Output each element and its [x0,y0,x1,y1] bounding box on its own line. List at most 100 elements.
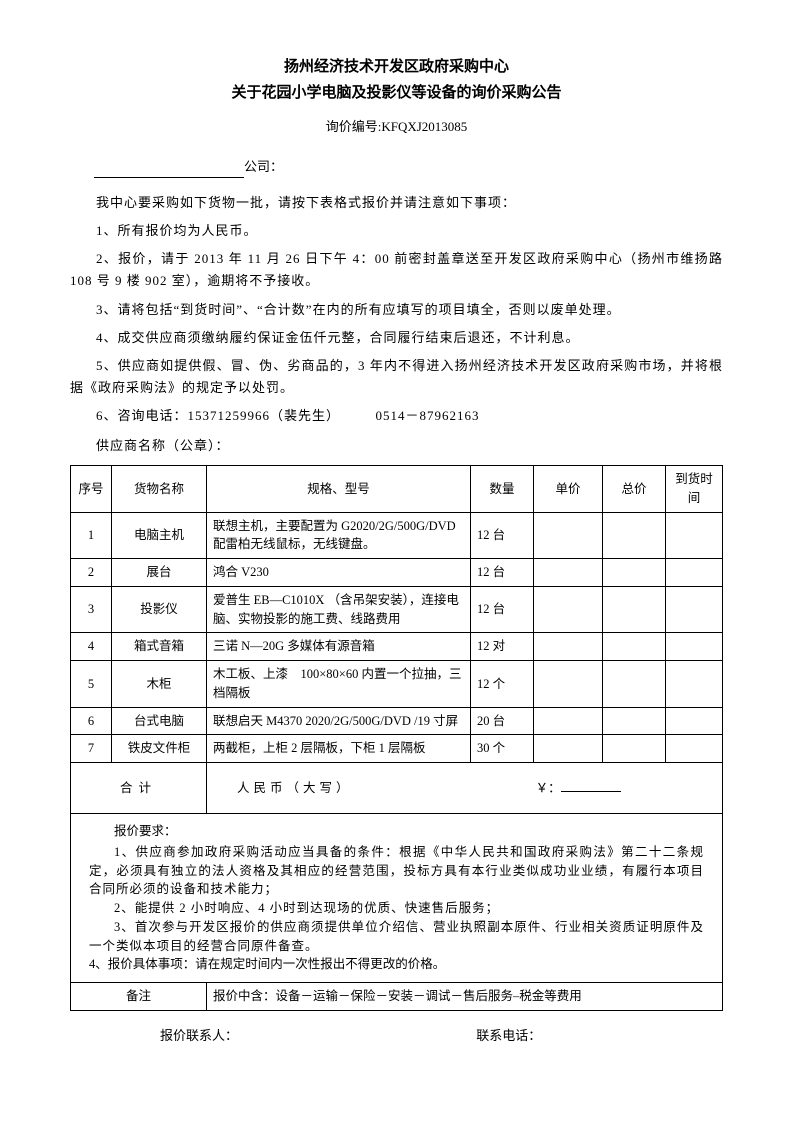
table-row: 5 木柜 木工板、上漆 100×80×60 内置一个拉抽，三档隔板 12 个 [71,661,723,708]
cell-spec: 联想主机，主要配置为 G2020/2G/500G/DVD 配雷柏无线鼠标，无线键… [207,512,471,559]
cell-unit-price[interactable] [534,512,603,559]
table-row: 1 电脑主机 联想主机，主要配置为 G2020/2G/500G/DVD 配雷柏无… [71,512,723,559]
cell-qty: 12 对 [471,633,534,661]
cell-total-price[interactable] [603,735,666,763]
company-blank[interactable] [94,177,244,178]
doc-number: 询价编号:KFQXJ2013085 [70,116,723,138]
cell-delivery[interactable] [666,512,723,559]
cell-total-price[interactable] [603,559,666,587]
cell-name: 铁皮文件柜 [112,735,207,763]
contact-name-label: 报价联系人： [160,1028,238,1043]
sum-cell: 人民币（大写） ￥： [207,763,723,814]
req-item-1: 1、供应商参加政府采购活动应当具备的条件：根据《中华人民共和国政府采购法》第二十… [89,843,704,899]
cell-spec: 鸿合 V230 [207,559,471,587]
cell-name: 箱式音箱 [112,633,207,661]
cell-name: 展台 [112,559,207,587]
note-row: 备注 报价中含：设备－运输－保险－安装－调试－售后服务–税金等费用 [71,983,723,1011]
title-line2: 关于花园小学电脑及投影仪等设备的询价采购公告 [70,81,723,107]
clause-5: 5、供应商如提供假、冒、伪、劣商品的，3 年内不得进入扬州经济技术开发区政府采购… [70,355,723,399]
cell-spec: 爱普生 EB—C1010X （含吊架安装），连接电脑、实物投影的施工费、线路费用 [207,586,471,633]
contact-phone-label: 联系电话： [476,1028,541,1043]
cell-qty: 12 个 [471,661,534,708]
clause-2: 2、报价，请于 2013 年 11 月 26 日下午 4：00 前密封盖章送至开… [70,248,723,292]
cell-seq: 3 [71,586,112,633]
col-qty: 数量 [471,466,534,513]
req-item-2: 2、能提供 2 小时响应、4 小时到达现场的优质、快速售后服务； [89,899,704,918]
sum-y-label: ￥： [536,781,561,795]
company-line: 公司： [94,156,723,178]
clause-4: 4、成交供应商须缴纳履约保证金伍仟元整，合同履行结束后退还，不计利息。 [70,327,723,349]
goods-table: 序号 货物名称 规格、型号 数量 单价 总价 到货时间 1 电脑主机 联想主机，… [70,465,723,1011]
note-content: 报价中含：设备－运输－保险－安装－调试－售后服务–税金等费用 [207,983,723,1011]
cell-unit-price[interactable] [534,707,603,735]
note-label: 备注 [71,983,207,1011]
cell-qty: 20 台 [471,707,534,735]
cell-delivery[interactable] [666,707,723,735]
sum-row: 合计 人民币（大写） ￥： [71,763,723,814]
sum-label: 合计 [71,763,207,814]
intro: 我中心要采购如下货物一批，请按下表格式报价并请注意如下事项： [70,192,723,214]
cell-total-price[interactable] [603,661,666,708]
cell-spec: 三诺 N—20G 多媒体有源音箱 [207,633,471,661]
table-row: 4 箱式音箱 三诺 N—20G 多媒体有源音箱 12 对 [71,633,723,661]
cell-seq: 6 [71,707,112,735]
footer: 报价联系人： 联系电话： [70,1025,723,1047]
table-row: 7 铁皮文件柜 两截柜，上柜 2 层隔板，下柜 1 层隔板 30 个 [71,735,723,763]
cell-spec: 联想启天 M4370 2020/2G/500G/DVD /19 寸屏 [207,707,471,735]
cell-qty: 30 个 [471,735,534,763]
requirements-cell: 报价要求： 1、供应商参加政府采购活动应当具备的条件：根据《中华人民共和国政府采… [71,814,723,983]
col-name: 货物名称 [112,466,207,513]
req-spec-note: 4、报价具体事项：请在规定时间内一次性报出不得更改的价格。 [89,955,704,974]
col-total-price: 总价 [603,466,666,513]
req-title: 报价要求： [89,822,704,841]
cell-unit-price[interactable] [534,735,603,763]
cell-seq: 4 [71,633,112,661]
cell-unit-price[interactable] [534,559,603,587]
table-row: 3 投影仪 爱普生 EB—C1010X （含吊架安装），连接电脑、实物投影的施工… [71,586,723,633]
cell-seq: 1 [71,512,112,559]
page: 扬州经济技术开发区政府采购中心 关于花园小学电脑及投影仪等设备的询价采购公告 询… [0,0,793,1122]
supplier-name-label: 供应商名称（公章）： [70,435,723,457]
company-suffix: 公司： [244,159,283,174]
col-delivery: 到货时间 [666,466,723,513]
sum-rmb-label: 人民币（大写） [237,781,353,795]
table-row: 6 台式电脑 联想启天 M4370 2020/2G/500G/DVD /19 寸… [71,707,723,735]
title-line1: 扬州经济技术开发区政府采购中心 [70,55,723,81]
doc-number-label: 询价编号: [326,119,382,134]
cell-total-price[interactable] [603,586,666,633]
req-item-3: 3、首次参与开发区报价的供应商须提供单位介绍信、营业执照副本原件、行业相关资质证… [89,918,704,956]
table-row: 2 展台 鸿合 V230 12 台 [71,559,723,587]
cell-total-price[interactable] [603,633,666,661]
cell-unit-price[interactable] [534,661,603,708]
cell-name: 投影仪 [112,586,207,633]
cell-seq: 2 [71,559,112,587]
requirements-row: 报价要求： 1、供应商参加政府采购活动应当具备的条件：根据《中华人民共和国政府采… [71,814,723,983]
clause-6: 6、咨询电话：15371259966（裴先生） 0514－87962163 [70,405,723,427]
cell-name: 台式电脑 [112,707,207,735]
cell-delivery[interactable] [666,661,723,708]
clause-3: 3、请将包括“到货时间”、“合计数”在内的所有应填写的项目填全，否则以废单处理。 [70,299,723,321]
cell-seq: 5 [71,661,112,708]
cell-delivery[interactable] [666,559,723,587]
doc-number-value: KFQXJ2013085 [381,119,467,134]
cell-unit-price[interactable] [534,586,603,633]
cell-total-price[interactable] [603,707,666,735]
cell-unit-price[interactable] [534,633,603,661]
cell-seq: 7 [71,735,112,763]
cell-name: 木柜 [112,661,207,708]
col-unit-price: 单价 [534,466,603,513]
cell-qty: 12 台 [471,586,534,633]
clause-1: 1、所有报价均为人民币。 [70,220,723,242]
table-header-row: 序号 货物名称 规格、型号 数量 单价 总价 到货时间 [71,466,723,513]
cell-delivery[interactable] [666,633,723,661]
cell-name: 电脑主机 [112,512,207,559]
cell-spec: 两截柜，上柜 2 层隔板，下柜 1 层隔板 [207,735,471,763]
cell-delivery[interactable] [666,586,723,633]
cell-spec: 木工板、上漆 100×80×60 内置一个拉抽，三档隔板 [207,661,471,708]
col-seq: 序号 [71,466,112,513]
cell-qty: 12 台 [471,559,534,587]
cell-total-price[interactable] [603,512,666,559]
cell-qty: 12 台 [471,512,534,559]
cell-delivery[interactable] [666,735,723,763]
sum-y-blank[interactable] [561,791,621,792]
